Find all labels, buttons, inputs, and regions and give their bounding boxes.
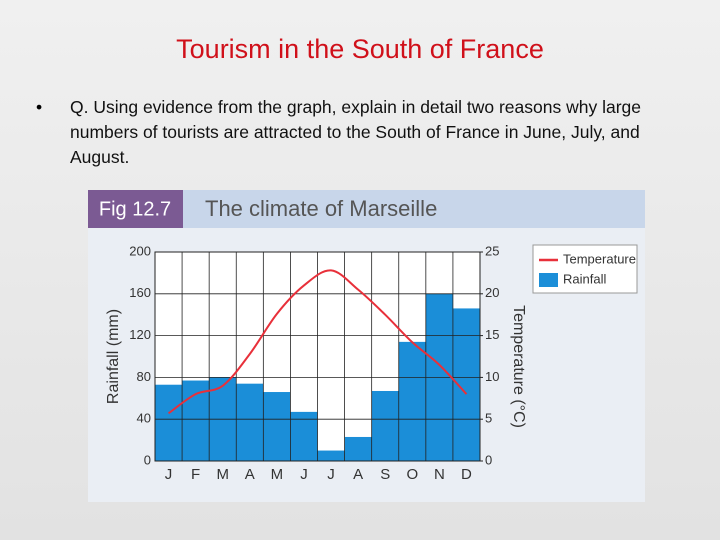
legend-label: Temperature <box>563 251 636 266</box>
y2-tick-label: 15 <box>485 327 499 342</box>
x-tick-label: M <box>271 466 284 483</box>
y-tick-label: 40 <box>137 411 151 426</box>
bar <box>182 380 210 461</box>
y-tick-label: 0 <box>144 452 151 467</box>
bullet-text: Q. Using evidence from the graph, explai… <box>70 97 641 167</box>
x-tick-label: N <box>434 466 445 483</box>
figure-number-box <box>88 190 183 228</box>
y-tick-label: 80 <box>137 369 151 384</box>
x-tick-label: S <box>380 466 390 483</box>
x-tick-label: J <box>300 466 308 483</box>
plot-border <box>154 251 481 462</box>
x-tick-label: F <box>191 466 200 483</box>
chart-title: The climate of Marseille <box>205 196 437 221</box>
temperature-line <box>167 269 468 415</box>
x-tick-label: M <box>216 466 229 483</box>
y-tick-label: 120 <box>129 327 151 342</box>
y2-axis-label: Temperature (°C) <box>510 305 527 428</box>
y2-tick-label: 0 <box>485 452 492 467</box>
bar <box>155 384 183 461</box>
y2-tick-label: 25 <box>485 243 499 258</box>
bar <box>263 392 291 461</box>
bar <box>317 450 345 461</box>
bar <box>290 411 318 461</box>
bar <box>236 383 264 461</box>
bar <box>344 436 372 461</box>
slide-title: Tourism in the South of France <box>176 34 544 64</box>
x-tick-label: D <box>461 466 472 483</box>
x-tick-label: J <box>327 466 335 483</box>
x-tick-label: O <box>406 466 418 483</box>
figure-number: Fig 12.7 <box>99 198 171 220</box>
bar <box>371 390 399 461</box>
x-tick-label: A <box>353 466 363 483</box>
bullet-marker: • <box>36 97 43 117</box>
x-tick-label: A <box>245 466 255 483</box>
y2-tick-label: 5 <box>485 411 492 426</box>
y2-tick-label: 20 <box>485 285 499 300</box>
y-axis-label: Rainfall (mm) <box>105 309 122 404</box>
x-tick-label: J <box>165 466 173 483</box>
y-tick-label: 160 <box>129 285 151 300</box>
bar <box>398 341 426 461</box>
y-tick-label: 200 <box>129 243 151 258</box>
y2-tick-label: 10 <box>485 369 499 384</box>
legend-label: Rainfall <box>563 271 606 286</box>
legend-swatch <box>539 273 558 287</box>
